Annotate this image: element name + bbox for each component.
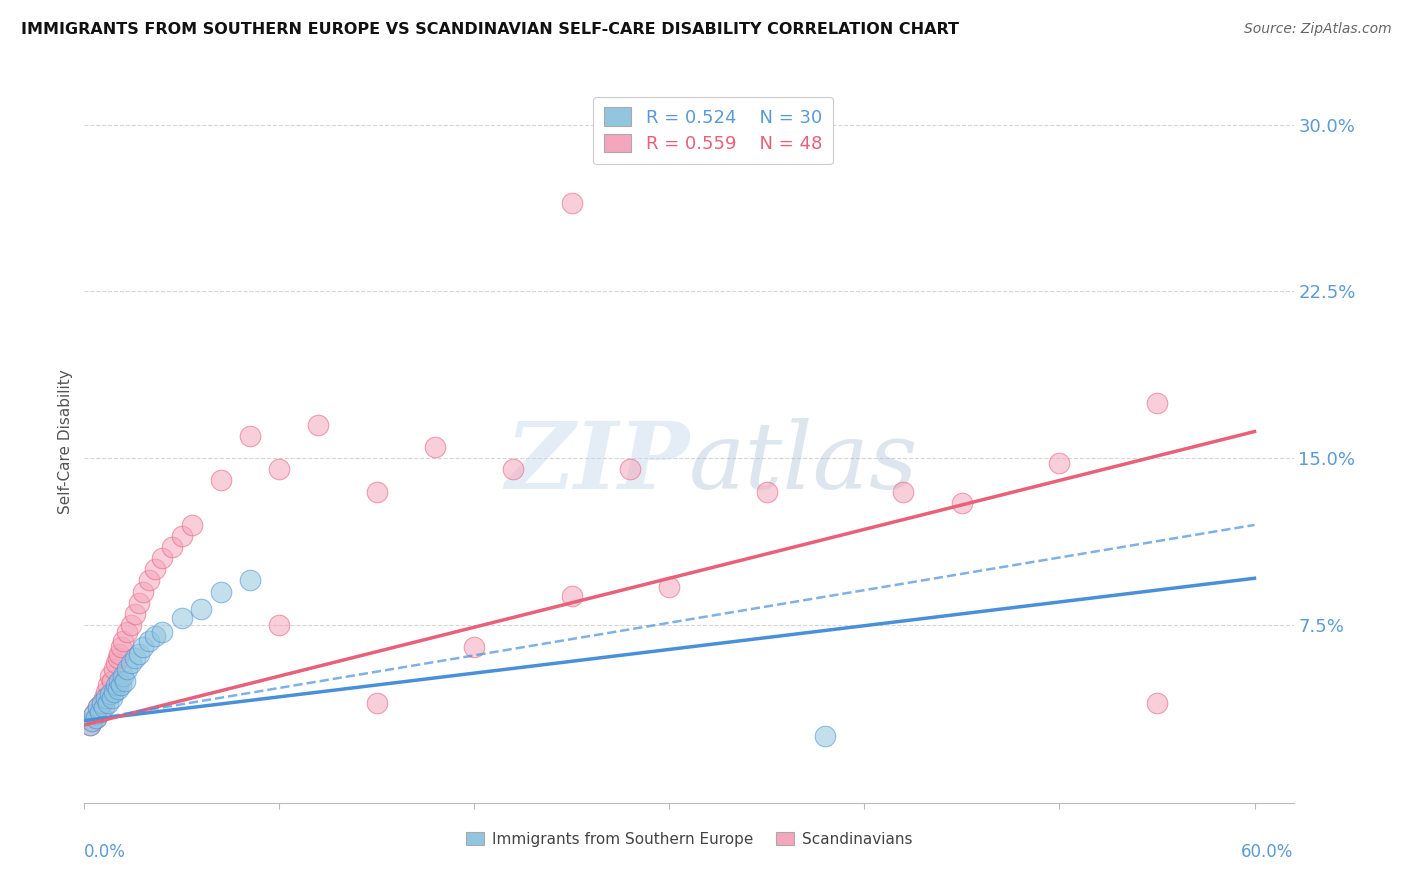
Y-axis label: Self-Care Disability: Self-Care Disability bbox=[58, 369, 73, 514]
Text: atlas: atlas bbox=[689, 418, 918, 508]
Point bbox=[170, 529, 193, 543]
Point bbox=[190, 602, 212, 616]
Point bbox=[561, 589, 583, 603]
Point bbox=[1049, 456, 1071, 470]
Point bbox=[150, 624, 173, 639]
Point bbox=[117, 624, 139, 639]
Point bbox=[82, 714, 104, 728]
Point bbox=[120, 618, 142, 632]
Point bbox=[107, 651, 129, 665]
Text: ZIP: ZIP bbox=[505, 418, 689, 508]
Point bbox=[108, 647, 131, 661]
Point bbox=[112, 633, 135, 648]
Point bbox=[209, 474, 232, 488]
Point bbox=[90, 696, 112, 710]
Point bbox=[114, 673, 136, 688]
Point bbox=[366, 696, 388, 710]
Point bbox=[108, 673, 131, 688]
Point bbox=[98, 669, 121, 683]
Point bbox=[87, 700, 110, 714]
Point bbox=[170, 611, 193, 625]
Point bbox=[138, 633, 160, 648]
Point bbox=[84, 711, 107, 725]
Point bbox=[104, 656, 127, 670]
Point bbox=[120, 656, 142, 670]
Text: IMMIGRANTS FROM SOUTHERN EUROPE VS SCANDINAVIAN SELF-CARE DISABILITY CORRELATION: IMMIGRANTS FROM SOUTHERN EUROPE VS SCAND… bbox=[21, 22, 959, 37]
Point bbox=[502, 462, 524, 476]
Point bbox=[950, 496, 973, 510]
Point bbox=[124, 607, 146, 621]
Point bbox=[366, 484, 388, 499]
Point bbox=[83, 706, 105, 721]
Point bbox=[112, 669, 135, 683]
Point bbox=[893, 484, 915, 499]
Point bbox=[94, 684, 117, 698]
Point bbox=[1146, 696, 1168, 710]
Point bbox=[107, 682, 129, 697]
Point bbox=[425, 440, 447, 454]
Point bbox=[814, 729, 837, 743]
Point bbox=[619, 462, 641, 476]
Point bbox=[98, 687, 121, 701]
Point bbox=[89, 705, 111, 719]
Point bbox=[1146, 395, 1168, 409]
Point bbox=[124, 651, 146, 665]
Point bbox=[160, 540, 183, 554]
Point bbox=[269, 618, 291, 632]
Point bbox=[307, 417, 329, 432]
Point bbox=[100, 691, 122, 706]
Point bbox=[90, 696, 112, 710]
Point bbox=[658, 580, 681, 594]
Point bbox=[209, 584, 232, 599]
Point bbox=[104, 678, 127, 692]
Point bbox=[561, 195, 583, 210]
Text: 60.0%: 60.0% bbox=[1241, 843, 1294, 861]
Point bbox=[128, 647, 150, 661]
Point bbox=[97, 696, 120, 710]
Point bbox=[79, 718, 101, 732]
Point bbox=[150, 551, 173, 566]
Point bbox=[463, 640, 485, 655]
Point bbox=[103, 684, 125, 698]
Point bbox=[79, 718, 101, 732]
Point bbox=[93, 691, 115, 706]
Legend: Immigrants from Southern Europe, Scandinavians: Immigrants from Southern Europe, Scandin… bbox=[460, 826, 918, 853]
Point bbox=[103, 662, 125, 676]
Text: 0.0%: 0.0% bbox=[84, 843, 127, 861]
Point bbox=[87, 700, 110, 714]
Point bbox=[97, 678, 120, 692]
Point bbox=[94, 691, 117, 706]
Point bbox=[180, 517, 202, 532]
Point bbox=[117, 662, 139, 676]
Point bbox=[132, 584, 155, 599]
Point bbox=[132, 640, 155, 655]
Point bbox=[755, 484, 778, 499]
Point bbox=[83, 706, 105, 721]
Point bbox=[110, 640, 132, 655]
Point bbox=[82, 714, 104, 728]
Point bbox=[269, 462, 291, 476]
Text: Source: ZipAtlas.com: Source: ZipAtlas.com bbox=[1244, 22, 1392, 37]
Point bbox=[110, 678, 132, 692]
Point bbox=[239, 429, 262, 443]
Point bbox=[93, 700, 115, 714]
Point bbox=[89, 705, 111, 719]
Point bbox=[84, 711, 107, 725]
Point bbox=[143, 562, 166, 576]
Point bbox=[100, 673, 122, 688]
Point bbox=[143, 629, 166, 643]
Point bbox=[239, 574, 262, 588]
Point bbox=[128, 596, 150, 610]
Point bbox=[138, 574, 160, 588]
